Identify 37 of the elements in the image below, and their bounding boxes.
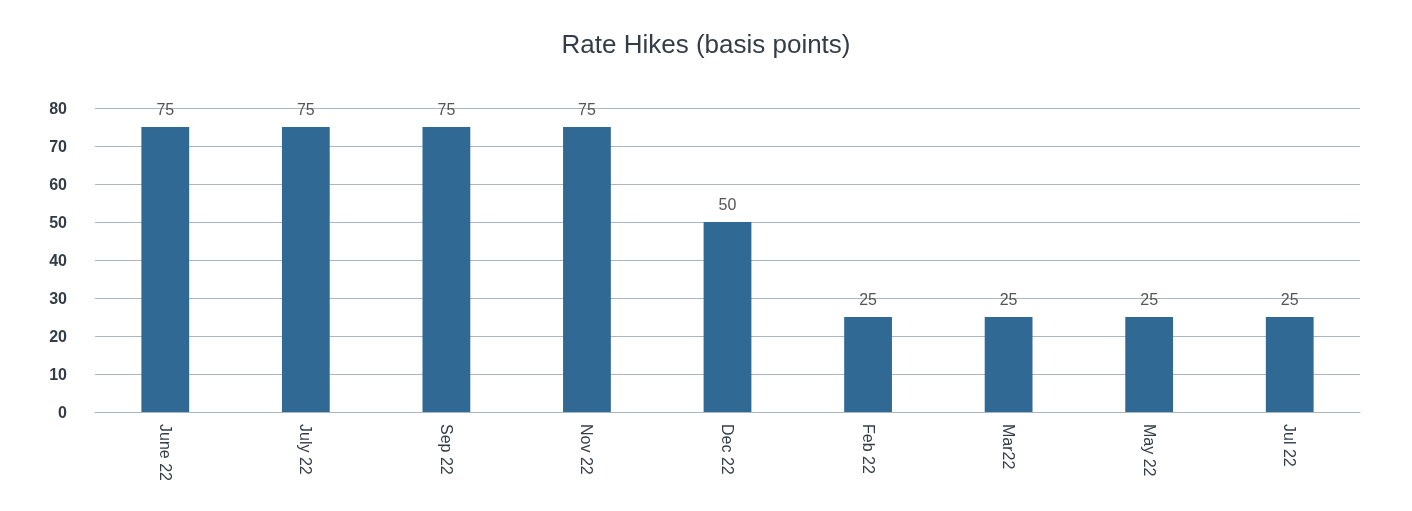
y-tick-label: 40 bbox=[49, 251, 68, 269]
x-tick-label: Dec 22 bbox=[719, 424, 736, 475]
bar bbox=[563, 127, 611, 412]
data-label: 75 bbox=[296, 100, 315, 118]
bar bbox=[844, 317, 892, 412]
x-tick-label: July 22 bbox=[297, 424, 315, 475]
data-label: 50 bbox=[718, 195, 737, 213]
x-tick-label: Sep 22 bbox=[437, 424, 455, 475]
y-tick-label: 10 bbox=[49, 365, 68, 383]
bar bbox=[1265, 317, 1314, 412]
y-tick-label: 0 bbox=[58, 403, 68, 421]
bar bbox=[141, 127, 190, 412]
x-tick-label: May 22 bbox=[1140, 424, 1158, 477]
data-label: 25 bbox=[859, 290, 878, 308]
x-tick-label: Feb 22 bbox=[859, 424, 877, 474]
y-tick-label: 30 bbox=[49, 289, 68, 307]
bar bbox=[984, 317, 1033, 412]
x-tick-label: Nov 22 bbox=[578, 424, 596, 475]
data-label: 25 bbox=[999, 290, 1018, 308]
data-label: 75 bbox=[156, 100, 175, 118]
bar bbox=[703, 222, 752, 412]
data-label: 75 bbox=[578, 100, 596, 118]
x-tick-label: Mar22 bbox=[1000, 424, 1018, 470]
y-tick-label: 80 bbox=[49, 99, 68, 117]
bar bbox=[1125, 317, 1174, 412]
y-tick-label: 60 bbox=[49, 175, 68, 193]
y-tick-label: 70 bbox=[49, 137, 68, 155]
bar bbox=[281, 127, 330, 412]
chart-title: Rate Hikes (basis points) bbox=[561, 29, 851, 59]
data-label: 25 bbox=[1280, 290, 1299, 308]
x-tick-label: June 22 bbox=[156, 424, 174, 482]
data-label: 25 bbox=[1140, 290, 1159, 308]
y-tick-label: 50 bbox=[49, 213, 68, 231]
x-tick-label: Jul 22 bbox=[1281, 424, 1299, 467]
y-tick-label: 20 bbox=[49, 327, 68, 345]
bar bbox=[422, 127, 471, 412]
data-label: 75 bbox=[437, 100, 456, 118]
